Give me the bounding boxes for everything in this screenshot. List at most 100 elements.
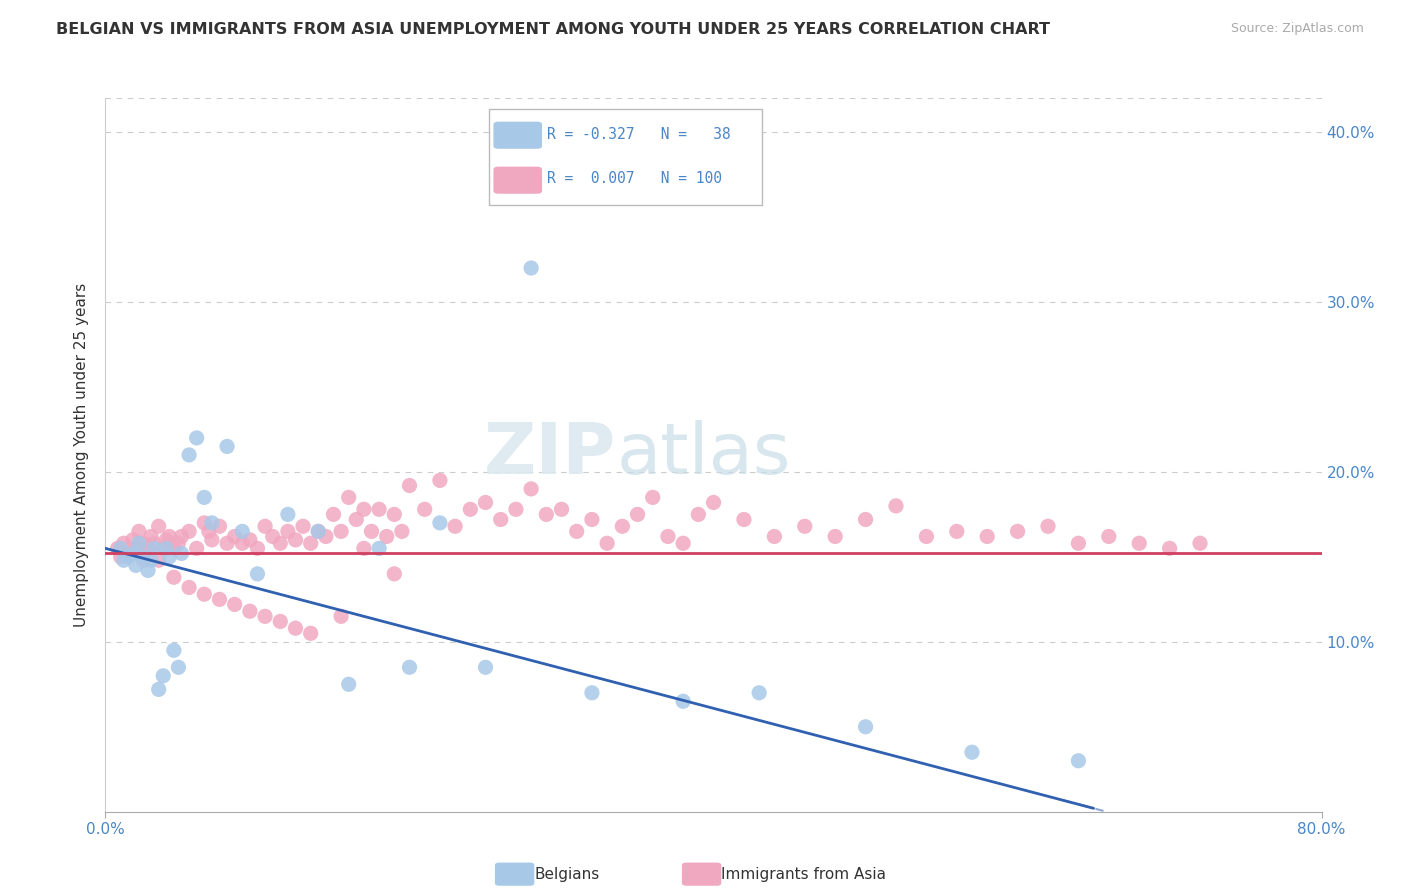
Text: R =  0.007   N = 100: R = 0.007 N = 100	[547, 171, 721, 186]
Point	[239, 533, 262, 547]
Point	[444, 519, 467, 533]
Text: Immigrants from Asia: Immigrants from Asia	[721, 867, 886, 881]
Point	[157, 529, 180, 543]
Point	[277, 508, 299, 522]
Point	[186, 431, 208, 445]
Point	[793, 519, 815, 533]
Point	[121, 546, 143, 560]
Point	[474, 660, 496, 674]
Point	[125, 558, 148, 573]
Point	[550, 502, 572, 516]
Point	[299, 536, 322, 550]
Point	[382, 566, 405, 581]
Point	[672, 536, 695, 550]
Point	[1067, 754, 1090, 768]
Point	[132, 536, 155, 550]
Point	[125, 541, 148, 556]
Point	[915, 529, 938, 543]
Point	[353, 541, 375, 556]
Point	[976, 529, 998, 543]
Point	[201, 533, 224, 547]
Point	[148, 519, 170, 533]
Point	[945, 524, 967, 539]
Point	[163, 541, 186, 556]
Point	[344, 512, 367, 526]
Point	[217, 439, 239, 453]
Point	[186, 541, 208, 556]
Point	[391, 524, 413, 539]
Y-axis label: Unemployment Among Youth under 25 years: Unemployment Among Youth under 25 years	[75, 283, 90, 627]
Point	[748, 686, 770, 700]
Point	[505, 502, 527, 516]
Point	[121, 533, 143, 547]
Point	[239, 604, 262, 618]
Text: BELGIAN VS IMMIGRANTS FROM ASIA UNEMPLOYMENT AMONG YOUTH UNDER 25 YEARS CORRELAT: BELGIAN VS IMMIGRANTS FROM ASIA UNEMPLOY…	[56, 22, 1050, 37]
Point	[520, 260, 543, 275]
Point	[177, 448, 200, 462]
Point	[193, 587, 215, 601]
Point	[565, 524, 588, 539]
Point	[231, 524, 253, 539]
Point	[330, 609, 353, 624]
Point	[688, 508, 710, 522]
Point	[702, 495, 725, 509]
Point	[110, 549, 132, 564]
Point	[139, 529, 162, 543]
Point	[136, 541, 159, 556]
Point	[157, 549, 180, 564]
Point	[307, 524, 329, 539]
Point	[855, 512, 877, 526]
Point	[208, 519, 231, 533]
Point	[337, 677, 360, 691]
Point	[224, 598, 246, 612]
Point	[1188, 536, 1211, 550]
Point	[132, 549, 155, 564]
Point	[398, 478, 420, 492]
Point	[1067, 536, 1090, 550]
Point	[262, 529, 284, 543]
Point	[960, 745, 983, 759]
Point	[110, 541, 132, 556]
Point	[763, 529, 786, 543]
Point	[284, 533, 307, 547]
Point	[155, 533, 177, 547]
Point	[368, 541, 391, 556]
Point	[641, 491, 664, 505]
Point	[269, 536, 291, 550]
Point	[1128, 536, 1150, 550]
Point	[672, 694, 695, 708]
Point	[307, 524, 329, 539]
FancyBboxPatch shape	[494, 121, 543, 149]
Point	[269, 615, 291, 629]
Point	[1098, 529, 1121, 543]
Point	[254, 519, 277, 533]
Point	[170, 546, 193, 560]
Point	[112, 536, 135, 550]
Point	[353, 502, 375, 516]
Point	[201, 516, 224, 530]
Point	[536, 508, 558, 522]
Point	[143, 536, 166, 550]
Point	[292, 519, 315, 533]
Point	[330, 524, 353, 539]
Point	[112, 553, 135, 567]
Point	[139, 553, 162, 567]
Point	[117, 549, 139, 564]
Text: Belgians: Belgians	[534, 867, 599, 881]
Point	[167, 536, 190, 550]
Text: atlas: atlas	[616, 420, 790, 490]
Point	[375, 529, 398, 543]
Point	[626, 508, 648, 522]
Point	[148, 682, 170, 697]
Point	[368, 502, 391, 516]
Point	[1159, 541, 1181, 556]
Point	[198, 524, 221, 539]
Point	[170, 529, 193, 543]
Point	[193, 491, 215, 505]
Point	[581, 512, 603, 526]
Point	[177, 524, 200, 539]
Point	[398, 660, 420, 674]
Point	[107, 541, 129, 556]
Point	[322, 508, 344, 522]
Point	[128, 524, 150, 539]
